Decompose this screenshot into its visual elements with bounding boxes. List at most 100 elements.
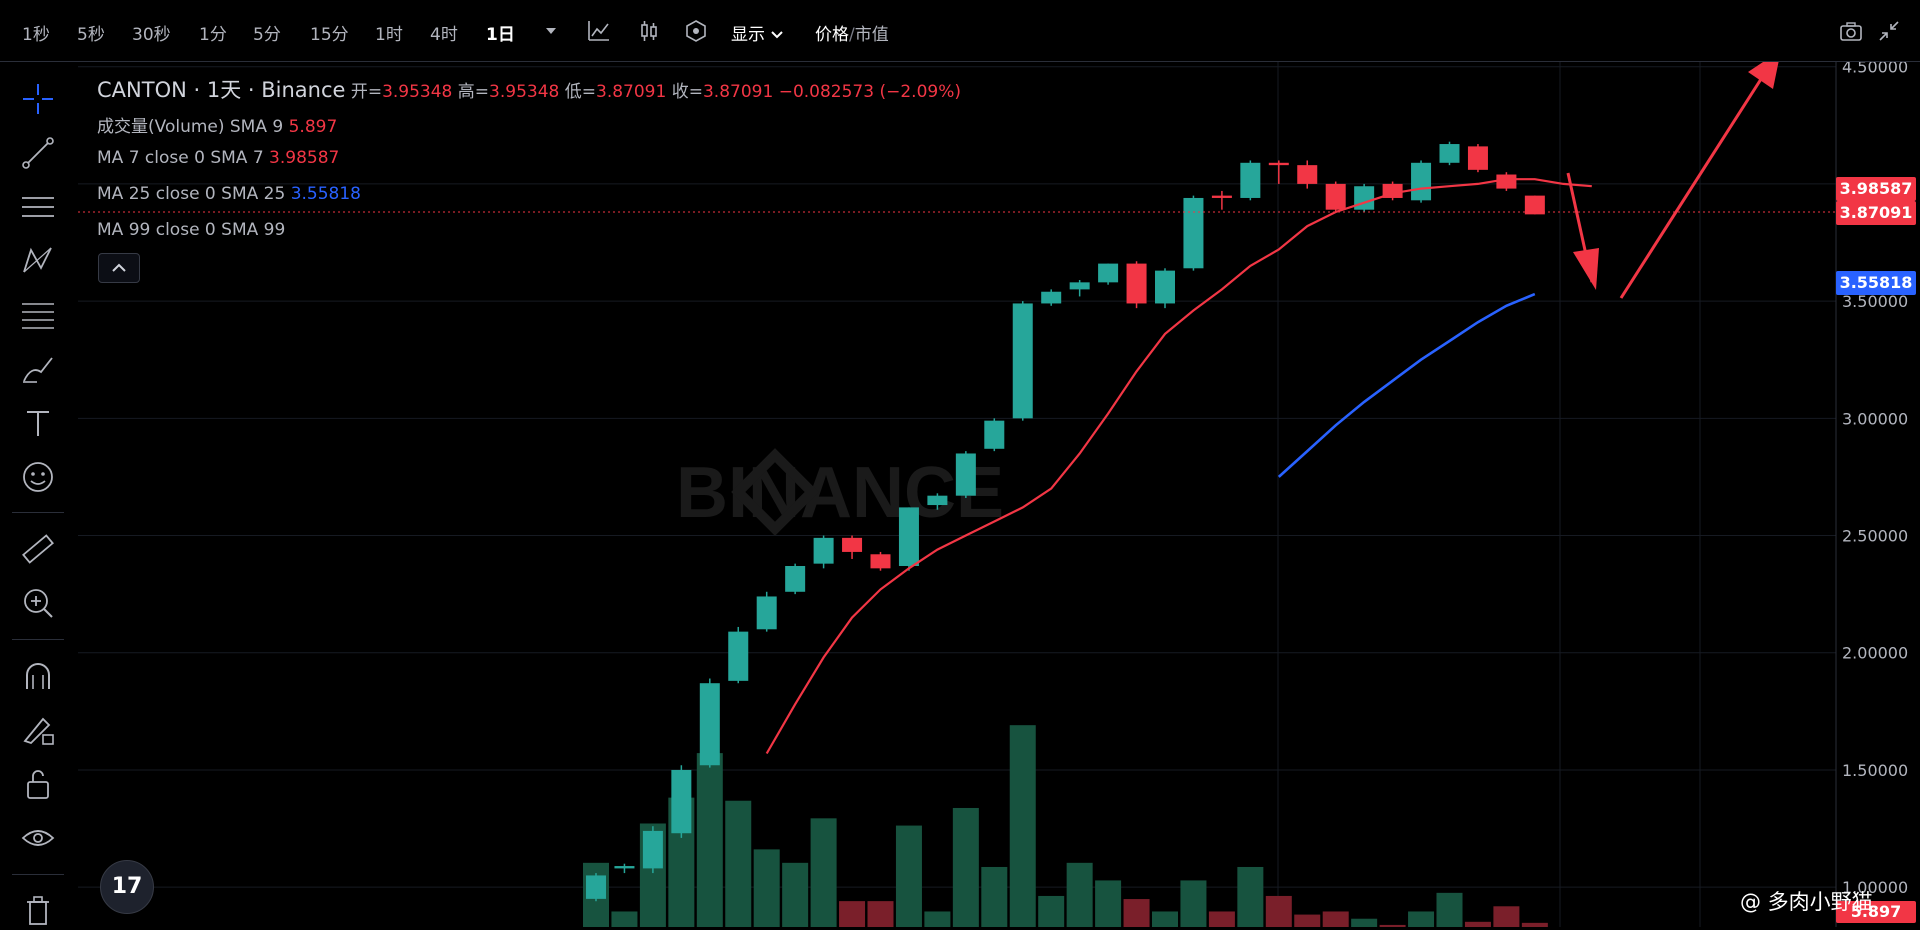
candle-body bbox=[984, 420, 1005, 449]
y-tick-label: 2.50000 bbox=[1842, 527, 1908, 546]
camera-icon[interactable] bbox=[1838, 18, 1864, 44]
candle-body bbox=[1467, 146, 1488, 170]
symbol-title[interactable]: CANTON · 1天 · Binance bbox=[97, 78, 346, 102]
brush-icon[interactable] bbox=[19, 350, 57, 388]
horizontal-lines-icon[interactable] bbox=[19, 188, 57, 226]
volume-bar bbox=[696, 753, 723, 927]
volume-bar bbox=[867, 901, 894, 927]
interval-5s[interactable]: 5秒 bbox=[77, 25, 105, 45]
candle bbox=[1268, 160, 1289, 184]
trend-line-icon[interactable] bbox=[19, 134, 57, 172]
text-tool-icon[interactable] bbox=[19, 404, 57, 442]
indicators-icon[interactable] bbox=[683, 18, 709, 44]
candle bbox=[1041, 289, 1062, 306]
volume-bar bbox=[1521, 922, 1548, 927]
volume-bar bbox=[611, 911, 638, 927]
candle bbox=[1297, 160, 1318, 189]
magnet-icon[interactable] bbox=[19, 657, 57, 695]
interval-5m[interactable]: 5分 bbox=[253, 25, 281, 45]
toggle-separator: / bbox=[849, 25, 855, 45]
emoji-icon[interactable] bbox=[19, 458, 57, 496]
y-tick-label: 2.00000 bbox=[1842, 644, 1908, 663]
crosshair-icon[interactable] bbox=[19, 80, 57, 118]
candle bbox=[586, 873, 606, 902]
ma25-legend[interactable]: MA 25 close 0 SMA 25 3.55818 bbox=[97, 184, 361, 204]
collapse-fullscreen-icon[interactable] bbox=[1876, 18, 1902, 44]
line-chart-type-icon[interactable] bbox=[586, 18, 612, 44]
volume-bar bbox=[1464, 921, 1491, 927]
volume-bar bbox=[725, 800, 752, 927]
candle-chart-type-icon[interactable] bbox=[636, 18, 662, 44]
candle bbox=[1382, 181, 1403, 201]
interval-1h[interactable]: 1时 bbox=[375, 25, 403, 45]
candle-body bbox=[1041, 291, 1062, 304]
candle-body bbox=[756, 596, 777, 630]
candle-body bbox=[642, 830, 663, 869]
ruler-icon[interactable] bbox=[19, 530, 57, 568]
interval-dropdown-icon[interactable] bbox=[538, 18, 564, 44]
ma25-price-tag: 3.55818 bbox=[1836, 271, 1916, 295]
change-value: −0.082573 (−2.09%) bbox=[778, 82, 961, 102]
volume-bar bbox=[1493, 906, 1520, 927]
interval-30s[interactable]: 30秒 bbox=[132, 25, 171, 45]
volume-legend[interactable]: 成交量(Volume) SMA 9 5.897 bbox=[97, 112, 337, 137]
interval-1m[interactable]: 1分 bbox=[199, 25, 227, 45]
drawn-arrow-down bbox=[1566, 172, 1599, 290]
user-watermark: @ 多肉小野猫 bbox=[1740, 890, 1873, 914]
candle bbox=[1439, 141, 1460, 166]
pattern-icon[interactable] bbox=[19, 242, 57, 280]
candle-body bbox=[1155, 270, 1175, 304]
display-menu[interactable]: 显示 bbox=[731, 20, 784, 45]
trash-icon[interactable] bbox=[19, 892, 57, 930]
volume-value: 5.897 bbox=[288, 117, 338, 137]
candle bbox=[1411, 160, 1432, 203]
candle bbox=[898, 507, 919, 571]
candle-body bbox=[842, 537, 863, 552]
candle-body bbox=[1012, 303, 1033, 419]
symbol-legend: CANTON · 1天 · Binance 开=3.95348 高=3.9534… bbox=[97, 74, 961, 104]
zoom-in-icon[interactable] bbox=[19, 584, 57, 622]
candle bbox=[927, 493, 948, 510]
candle bbox=[756, 591, 777, 632]
fib-retracement-icon[interactable] bbox=[19, 296, 57, 334]
candle bbox=[1012, 301, 1033, 421]
high-value: 3.95348 bbox=[489, 82, 560, 102]
top-toolbar: 1秒 5秒 30秒 1分 5分 15分 1时 4时 1日 显示 价格/市值 bbox=[0, 0, 1920, 62]
price-label: 价格 bbox=[815, 25, 849, 45]
unlock-icon[interactable] bbox=[19, 765, 57, 803]
candle bbox=[813, 535, 834, 569]
sidebar-divider bbox=[12, 512, 64, 513]
volume-bar bbox=[782, 862, 809, 927]
candle bbox=[785, 563, 806, 595]
candle bbox=[984, 418, 1005, 452]
ma99-legend[interactable]: MA 99 close 0 SMA 99 bbox=[97, 220, 285, 240]
interval-4h[interactable]: 4时 bbox=[430, 25, 458, 45]
candle-body bbox=[1240, 162, 1261, 198]
ma25-value: 3.55818 bbox=[290, 184, 361, 204]
candle bbox=[699, 678, 720, 768]
volume-bar bbox=[1095, 880, 1122, 927]
display-chevron-down-icon bbox=[771, 31, 784, 39]
interval-1s[interactable]: 1秒 bbox=[22, 25, 50, 45]
volume-label: 成交量(Volume) SMA 9 bbox=[97, 117, 284, 137]
candle bbox=[1496, 172, 1517, 191]
interval-15m[interactable]: 15分 bbox=[310, 25, 349, 45]
candle bbox=[1467, 144, 1488, 173]
ma7-price-tag: 3.98587 bbox=[1836, 177, 1916, 201]
volume-bar bbox=[1180, 880, 1207, 927]
tradingview-logo[interactable]: 17 bbox=[100, 860, 154, 914]
y-tick-label: 4.50000 bbox=[1842, 58, 1908, 77]
price-marketcap-toggle[interactable]: 价格/市值 bbox=[815, 20, 889, 45]
candle bbox=[1183, 195, 1204, 271]
interval-1d[interactable]: 1日 bbox=[486, 25, 515, 45]
volume-bar bbox=[1038, 895, 1065, 927]
ma7-legend[interactable]: MA 7 close 0 SMA 7 3.98587 bbox=[97, 148, 339, 168]
lock-drawing-icon[interactable] bbox=[19, 711, 57, 749]
volume-bar bbox=[1152, 911, 1178, 927]
legend-collapse-button[interactable] bbox=[98, 253, 140, 283]
candle-body bbox=[1354, 186, 1375, 210]
candle-body bbox=[614, 866, 635, 869]
eye-icon[interactable] bbox=[19, 819, 57, 857]
candle bbox=[870, 551, 891, 571]
